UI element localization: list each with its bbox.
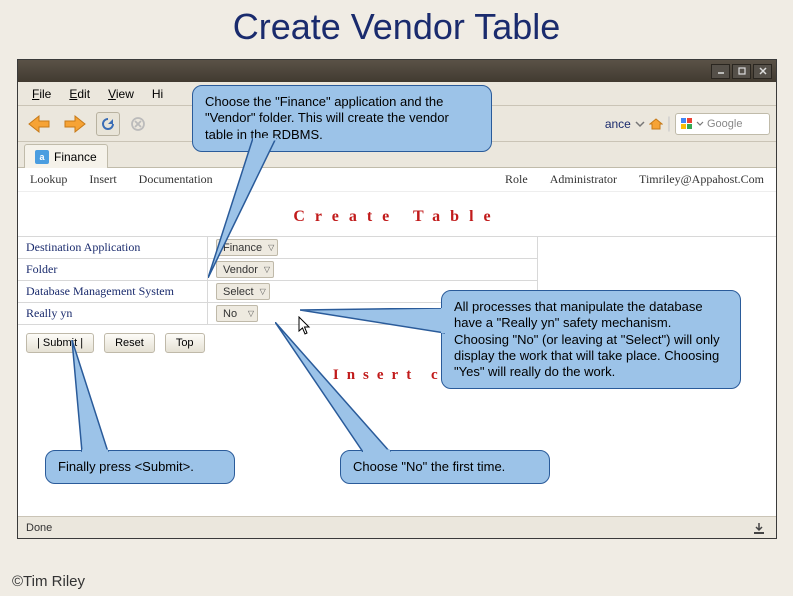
top-button[interactable]: Top	[165, 333, 205, 353]
menu-edit[interactable]: Edit	[61, 85, 98, 103]
truncated-label: ance	[605, 117, 631, 131]
nav-role-suffix: Role	[505, 172, 528, 187]
callout-submit: Finally press <Submit>.	[45, 450, 235, 484]
label-folder: Folder	[18, 259, 208, 281]
download-icon[interactable]	[750, 519, 768, 537]
label-dbms: Database Management System	[18, 281, 208, 303]
callout-no-tail	[275, 322, 395, 452]
chevron-down-icon	[635, 119, 645, 129]
back-button[interactable]	[24, 110, 54, 138]
stop-button[interactable]	[126, 112, 150, 136]
page-title: Create Table	[18, 192, 776, 236]
tab-favicon: a	[35, 150, 49, 164]
search-placeholder: Google	[707, 118, 742, 130]
label-dest-app: Destination Application	[18, 237, 208, 259]
callout-submit-tail	[70, 340, 130, 452]
maximize-button[interactable]	[732, 64, 751, 79]
label-really: Really yn	[18, 303, 208, 325]
app-nav: Lookup Insert Documentation Role Adminis…	[18, 168, 776, 192]
menu-history[interactable]: Hi	[144, 85, 171, 103]
right-toolbar: ance | Google	[605, 113, 770, 135]
search-input[interactable]: Google	[675, 113, 770, 135]
reload-button[interactable]	[96, 112, 120, 136]
close-button[interactable]	[753, 64, 772, 79]
home-icon[interactable]	[649, 117, 663, 131]
titlebar	[18, 60, 776, 82]
status-text: Done	[26, 522, 52, 534]
nav-role: Administrator	[550, 172, 617, 187]
nav-insert[interactable]: Insert	[89, 172, 116, 187]
nav-lookup[interactable]: Lookup	[30, 172, 67, 187]
mouse-cursor	[298, 316, 312, 336]
tab-finance[interactable]: a Finance	[24, 144, 108, 168]
tab-label: Finance	[54, 150, 97, 164]
nav-email: Timriley@Appahost.Com	[639, 172, 764, 187]
google-icon	[680, 117, 693, 130]
callout-no: Choose "No" the first time.	[340, 450, 550, 484]
chevron-down-icon	[696, 120, 704, 128]
menu-view[interactable]: View	[100, 85, 142, 103]
slide-title: Create Vendor Table	[0, 0, 793, 50]
forward-button[interactable]	[60, 110, 90, 138]
status-bar: Done	[18, 516, 776, 538]
callout-right: All processes that manipulate the databa…	[441, 290, 741, 389]
menu-file[interactable]: File	[24, 85, 59, 103]
nav-documentation[interactable]: Documentation	[139, 172, 213, 187]
minimize-button[interactable]	[711, 64, 730, 79]
copyright: ©Tim Riley	[12, 573, 85, 590]
callout-top-tail	[208, 138, 278, 278]
